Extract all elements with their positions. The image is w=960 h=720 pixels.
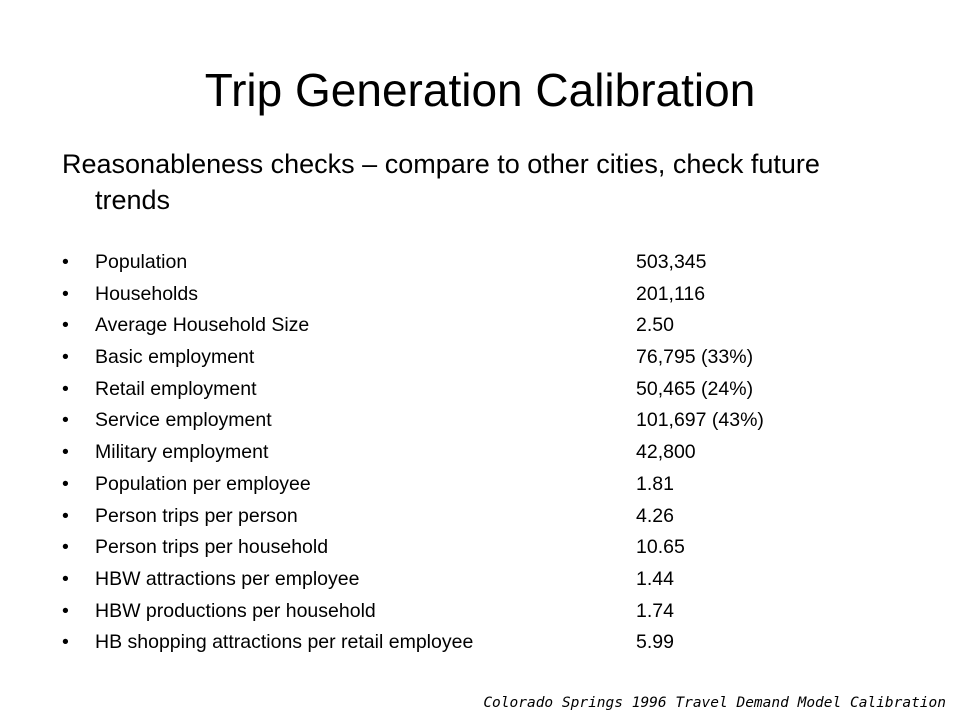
item-label: HBW attractions per employee bbox=[95, 567, 360, 590]
item-label: Average Household Size bbox=[95, 314, 310, 337]
list-row: • HBW productions per household 1.74 bbox=[0, 596, 960, 628]
list-row: • Average Household Size 2.50 bbox=[0, 310, 960, 342]
footer: Colorado Springs 1996 Travel Demand Mode… bbox=[483, 695, 946, 711]
bullet-marker: • bbox=[62, 251, 69, 273]
item-value: 201,116 bbox=[636, 282, 706, 305]
list-row: • Person trips per person 4.26 bbox=[0, 501, 960, 533]
item-value: 42,800 bbox=[636, 441, 696, 464]
item-value: 76,795 (33%) bbox=[636, 346, 754, 369]
item-value: 4.26 bbox=[636, 504, 674, 527]
list-row: • Basic employment 76,795 (33%) bbox=[0, 342, 960, 374]
bullet-marker: • bbox=[62, 282, 69, 305]
list-row: • Military employment 42,800 bbox=[0, 437, 960, 469]
list-row: • Retail employment 50,465 (24%) bbox=[0, 374, 960, 406]
item-label: Service employment bbox=[95, 409, 272, 432]
item-label: Retail employment bbox=[95, 377, 257, 400]
bullet-marker: • bbox=[62, 631, 69, 654]
subtitle: Reasonableness checks – compare to other… bbox=[62, 149, 820, 215]
item-value: 2.50 bbox=[636, 314, 674, 337]
bullet-marker: • bbox=[62, 536, 69, 559]
item-label: Basic employment bbox=[95, 346, 255, 369]
bullet-marker: • bbox=[62, 472, 69, 495]
bullet-marker: • bbox=[62, 314, 69, 337]
item-label: Households bbox=[95, 282, 198, 305]
bullet-marker: • bbox=[62, 599, 69, 622]
slide-title: Trip Generation Calibration bbox=[204, 64, 756, 116]
bullet-list: • Population 503,345 • Households 201,116 • Ave… bbox=[0, 247, 960, 659]
item-value: 5.99 bbox=[636, 631, 674, 654]
item-label: Military employment bbox=[95, 441, 269, 464]
item-value: 503,345 bbox=[636, 251, 707, 273]
list-row: • HB shopping attractions per retail empl… bbox=[0, 627, 960, 659]
item-label: Person trips per person bbox=[95, 504, 298, 527]
item-value: 101,697 (43%) bbox=[636, 409, 764, 432]
item-value: 50,465 (24%) bbox=[636, 377, 754, 400]
item-value: 1.81 bbox=[636, 472, 674, 495]
bullet-marker: • bbox=[62, 504, 69, 527]
list-row: • Population 503,345 bbox=[0, 247, 960, 279]
bullet-marker: • bbox=[62, 567, 69, 590]
item-label: Population bbox=[95, 251, 188, 273]
item-label: Population per employee bbox=[95, 472, 311, 495]
item-value: 1.74 bbox=[636, 599, 674, 622]
item-label: HB shopping attractions per retail emplo… bbox=[95, 631, 474, 654]
list-row: • Households 201,116 bbox=[0, 279, 960, 311]
bullet-marker: • bbox=[62, 409, 69, 432]
item-label: HBW productions per household bbox=[95, 599, 376, 622]
item-label: Person trips per household bbox=[95, 536, 329, 559]
list-row: • Person trips per household 10.65 bbox=[0, 532, 960, 564]
bullet-marker: • bbox=[62, 346, 69, 369]
item-value: 1.44 bbox=[636, 567, 674, 590]
bullet-marker: • bbox=[62, 377, 69, 400]
list-row: • HBW attractions per employee 1.44 bbox=[0, 564, 960, 596]
bullet-marker: • bbox=[62, 441, 69, 464]
list-row: • Population per employee 1.81 bbox=[0, 469, 960, 501]
list-row: • Service employment 101,697 (43%) bbox=[0, 405, 960, 437]
item-value: 10.65 bbox=[636, 536, 685, 559]
